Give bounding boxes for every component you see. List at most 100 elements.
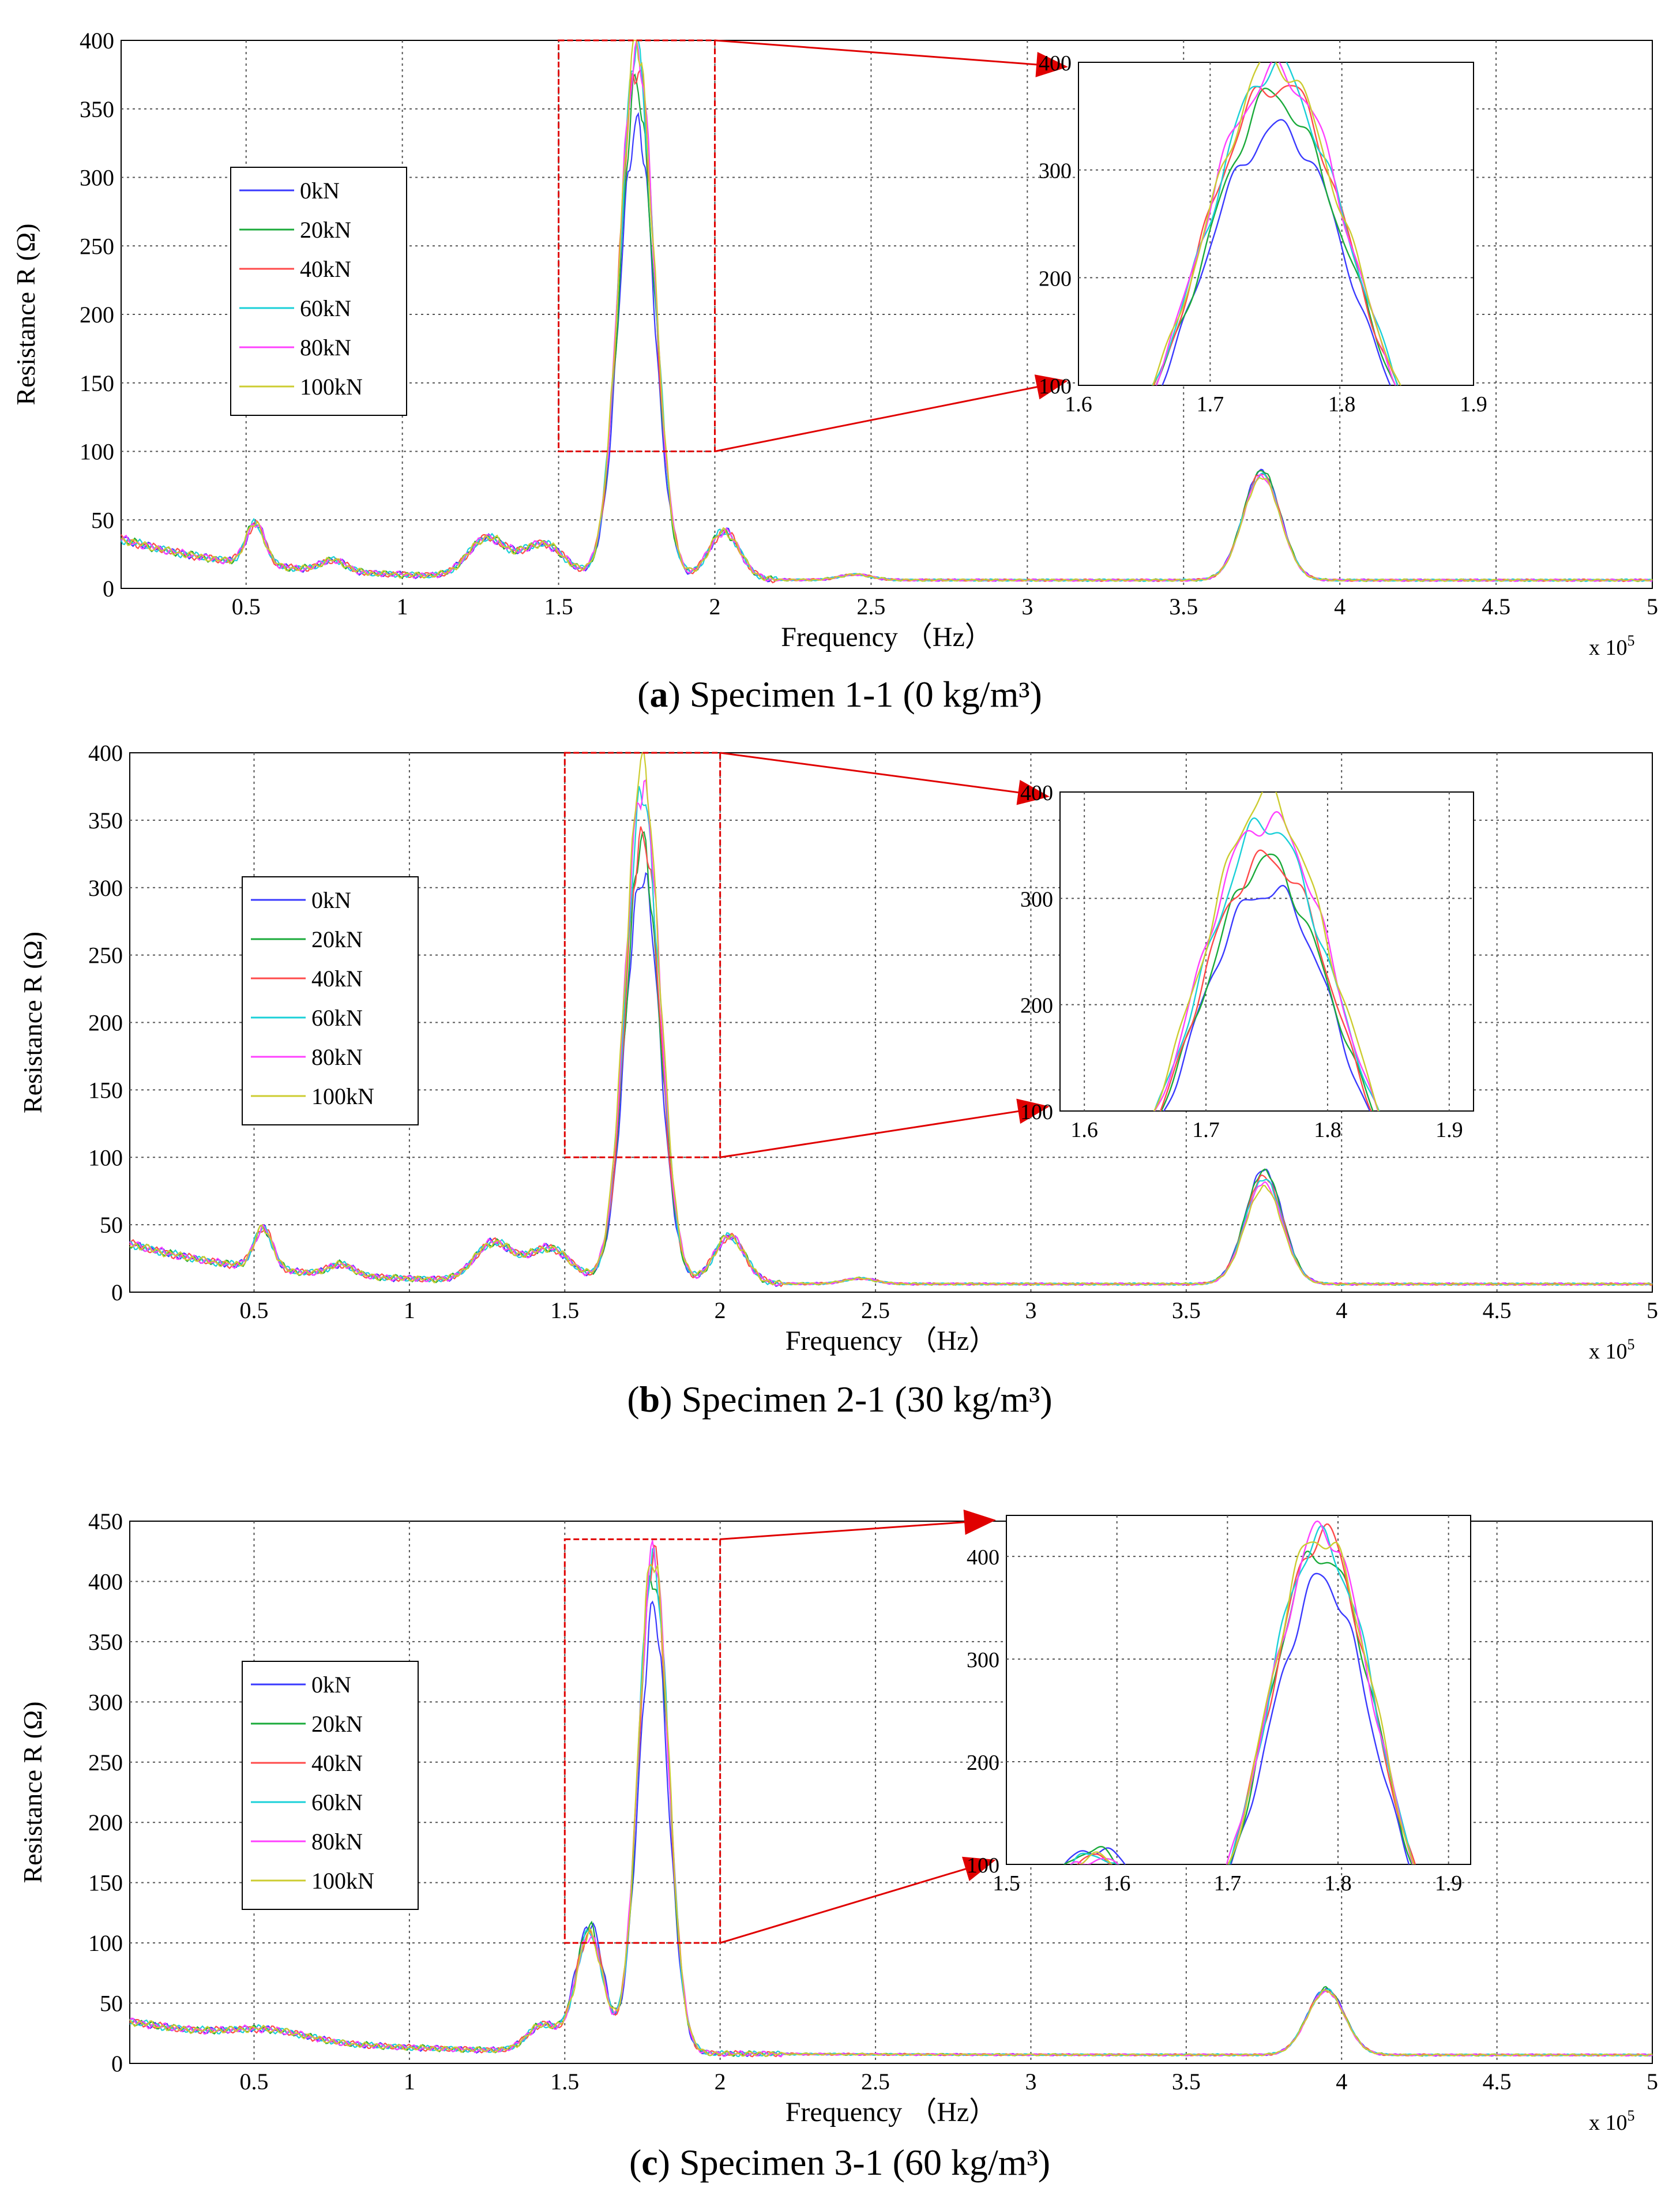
inset-series-line-40kN	[1159, 849, 1372, 1111]
y-tick-label: 200	[88, 1010, 123, 1036]
inset-x-tick-label: 1.6	[1070, 1118, 1098, 1142]
inset-y-tick-label: 100	[1020, 1100, 1053, 1124]
y-tick-label: 250	[88, 943, 123, 969]
inset-x-tick-label: 1.5	[993, 1871, 1020, 1896]
inset-series-line-100kN	[1152, 62, 1401, 385]
series-line-100kN	[121, 39, 1653, 582]
legend-label: 0kN	[311, 887, 351, 913]
x-tick-label: 3.5	[1172, 2069, 1201, 2095]
zoom-arrow-top-shaft	[720, 1521, 974, 1540]
x-axis-title: Frequency （Hz）	[785, 1326, 997, 1356]
y-tick-label: 350	[88, 808, 123, 834]
y-tick-label: 350	[80, 96, 114, 122]
y-tick-label: 0	[103, 576, 114, 602]
inset-y-tick-label: 300	[1039, 159, 1072, 183]
y-tick-label: 450	[88, 1508, 123, 1534]
caption-close: )	[658, 2142, 670, 2183]
zoom-arrow-bottom-shaft	[720, 1866, 974, 1944]
y-tick-label: 200	[88, 1810, 123, 1836]
y-tick-label: 250	[80, 233, 114, 259]
inset-x-tick-label: 1.7	[1192, 1118, 1220, 1142]
zoom-arrow-top-head	[1016, 779, 1050, 805]
x-tick-label: 0.5	[240, 1297, 269, 1323]
legend-label: 60kN	[300, 295, 351, 321]
x-axis-multiplier: x 105	[1589, 1336, 1635, 1364]
legend-label: 60kN	[311, 1789, 363, 1815]
caption-close: )	[668, 674, 680, 715]
caption-text: Specimen 2-1 (30 kg/m³)	[672, 1379, 1053, 1420]
x-tick-label: 2.5	[861, 1297, 890, 1323]
y-tick-label: 100	[88, 1930, 123, 1956]
chart-panel-b: 0.5 1 1.5 2 2.5 3 3.5 4 4.5 505010015020025030035…	[18, 740, 1658, 1420]
x-tick-label: 1.5	[550, 1297, 579, 1323]
x-axis-multiplier-base: x 10	[1589, 636, 1628, 660]
inset-series-line-0kN	[1161, 119, 1391, 385]
zoom-arrow-top-shaft	[720, 752, 1027, 795]
inset-series-line-40kN	[1153, 85, 1399, 385]
zoom-highlight-box	[563, 752, 721, 1158]
y-tick-label: 50	[100, 1991, 123, 2017]
inset-series-line-20kN	[1155, 87, 1396, 385]
inset-x-tick-label: 1.8	[1324, 1871, 1352, 1896]
legend-label: 20kN	[311, 1711, 363, 1737]
inset-y-tick-label: 100	[967, 1853, 999, 1878]
caption-letter: b	[640, 1379, 660, 1420]
x-tick-label: 1	[404, 1297, 415, 1323]
legend-label: 40kN	[311, 966, 363, 992]
x-axis-multiplier-exponent: 5	[1628, 1336, 1635, 1353]
x-tick-label: 1.5	[544, 594, 573, 620]
caption-letter: c	[641, 2142, 657, 2183]
x-axis-multiplier-exponent: 5	[1628, 2107, 1635, 2124]
y-tick-label: 150	[88, 1077, 123, 1103]
x-tick-label: 2.5	[856, 594, 885, 620]
legend-label: 80kN	[300, 335, 351, 361]
inset-series-line-0kN	[1163, 884, 1371, 1111]
inset-y-tick-label: 300	[1020, 887, 1053, 911]
y-tick-label: 300	[88, 875, 123, 901]
zoom-highlight-box	[558, 39, 716, 452]
caption-open: (	[627, 1379, 639, 1420]
x-axis-multiplier-exponent: 5	[1628, 632, 1635, 649]
legend-box	[242, 876, 419, 1125]
inset-x-tick-label: 1.8	[1328, 392, 1356, 416]
x-tick-label: 4	[1334, 594, 1345, 620]
inset-x-tick-label: 1.9	[1435, 1871, 1463, 1896]
caption-close: )	[660, 1379, 672, 1420]
zoom-arrow-bottom-shaft	[720, 1109, 1027, 1158]
y-axis-title: Resistance R (Ω)	[18, 932, 47, 1113]
caption-text: Specimen 1-1 (0 kg/m³)	[681, 674, 1042, 715]
y-tick-label: 350	[88, 1629, 123, 1655]
x-tick-label: 1.5	[550, 2069, 579, 2095]
x-tick-label: 2.5	[861, 2069, 890, 2095]
zoom-arrow-bottom-head	[1016, 1098, 1050, 1124]
x-tick-label: 4	[1336, 2069, 1347, 2095]
panel-caption: (b) Specimen 2-1 (30 kg/m³)	[627, 1379, 1052, 1420]
inset-y-tick-label: 200	[1039, 267, 1072, 291]
caption-text: Specimen 3-1 (60 kg/m³)	[670, 2142, 1050, 2183]
chart-panel-a: 0.5 1 1.5 2 2.5 3 3.5 4 4.5 505010015020025030035…	[11, 28, 1658, 715]
zoom-arrow-top-head	[963, 1509, 996, 1535]
zoom-arrow-top-shaft	[715, 39, 1046, 66]
panel-caption: (c) Specimen 3-1 (60 kg/m³)	[629, 2142, 1050, 2183]
legend-box	[230, 167, 407, 416]
x-axis-multiplier: x 105	[1589, 632, 1635, 660]
legend-box	[242, 1661, 419, 1910]
x-axis-title: Frequency （Hz）	[785, 2097, 997, 2127]
series-line-100kN	[129, 1563, 1653, 2057]
inset-x-tick-label: 1.7	[1197, 392, 1224, 416]
y-tick-label: 150	[80, 370, 114, 396]
y-tick-label: 0	[111, 2051, 123, 2077]
zoom-arrow-bottom-head	[1034, 374, 1068, 400]
inset-y-tick-label: 200	[1020, 994, 1053, 1018]
y-tick-label: 250	[88, 1750, 123, 1776]
x-tick-label: 1	[404, 2069, 415, 2095]
x-tick-label: 1	[397, 594, 408, 620]
inset-x-tick-label: 1.9	[1460, 392, 1487, 416]
legend-label: 80kN	[311, 1044, 363, 1070]
legend-label: 100kN	[311, 1083, 374, 1109]
caption-letter: a	[649, 674, 668, 715]
legend-label: 100kN	[311, 1868, 374, 1894]
inset-series-line-100kN	[1078, 1541, 1415, 1864]
x-tick-label: 3.5	[1172, 1297, 1201, 1323]
